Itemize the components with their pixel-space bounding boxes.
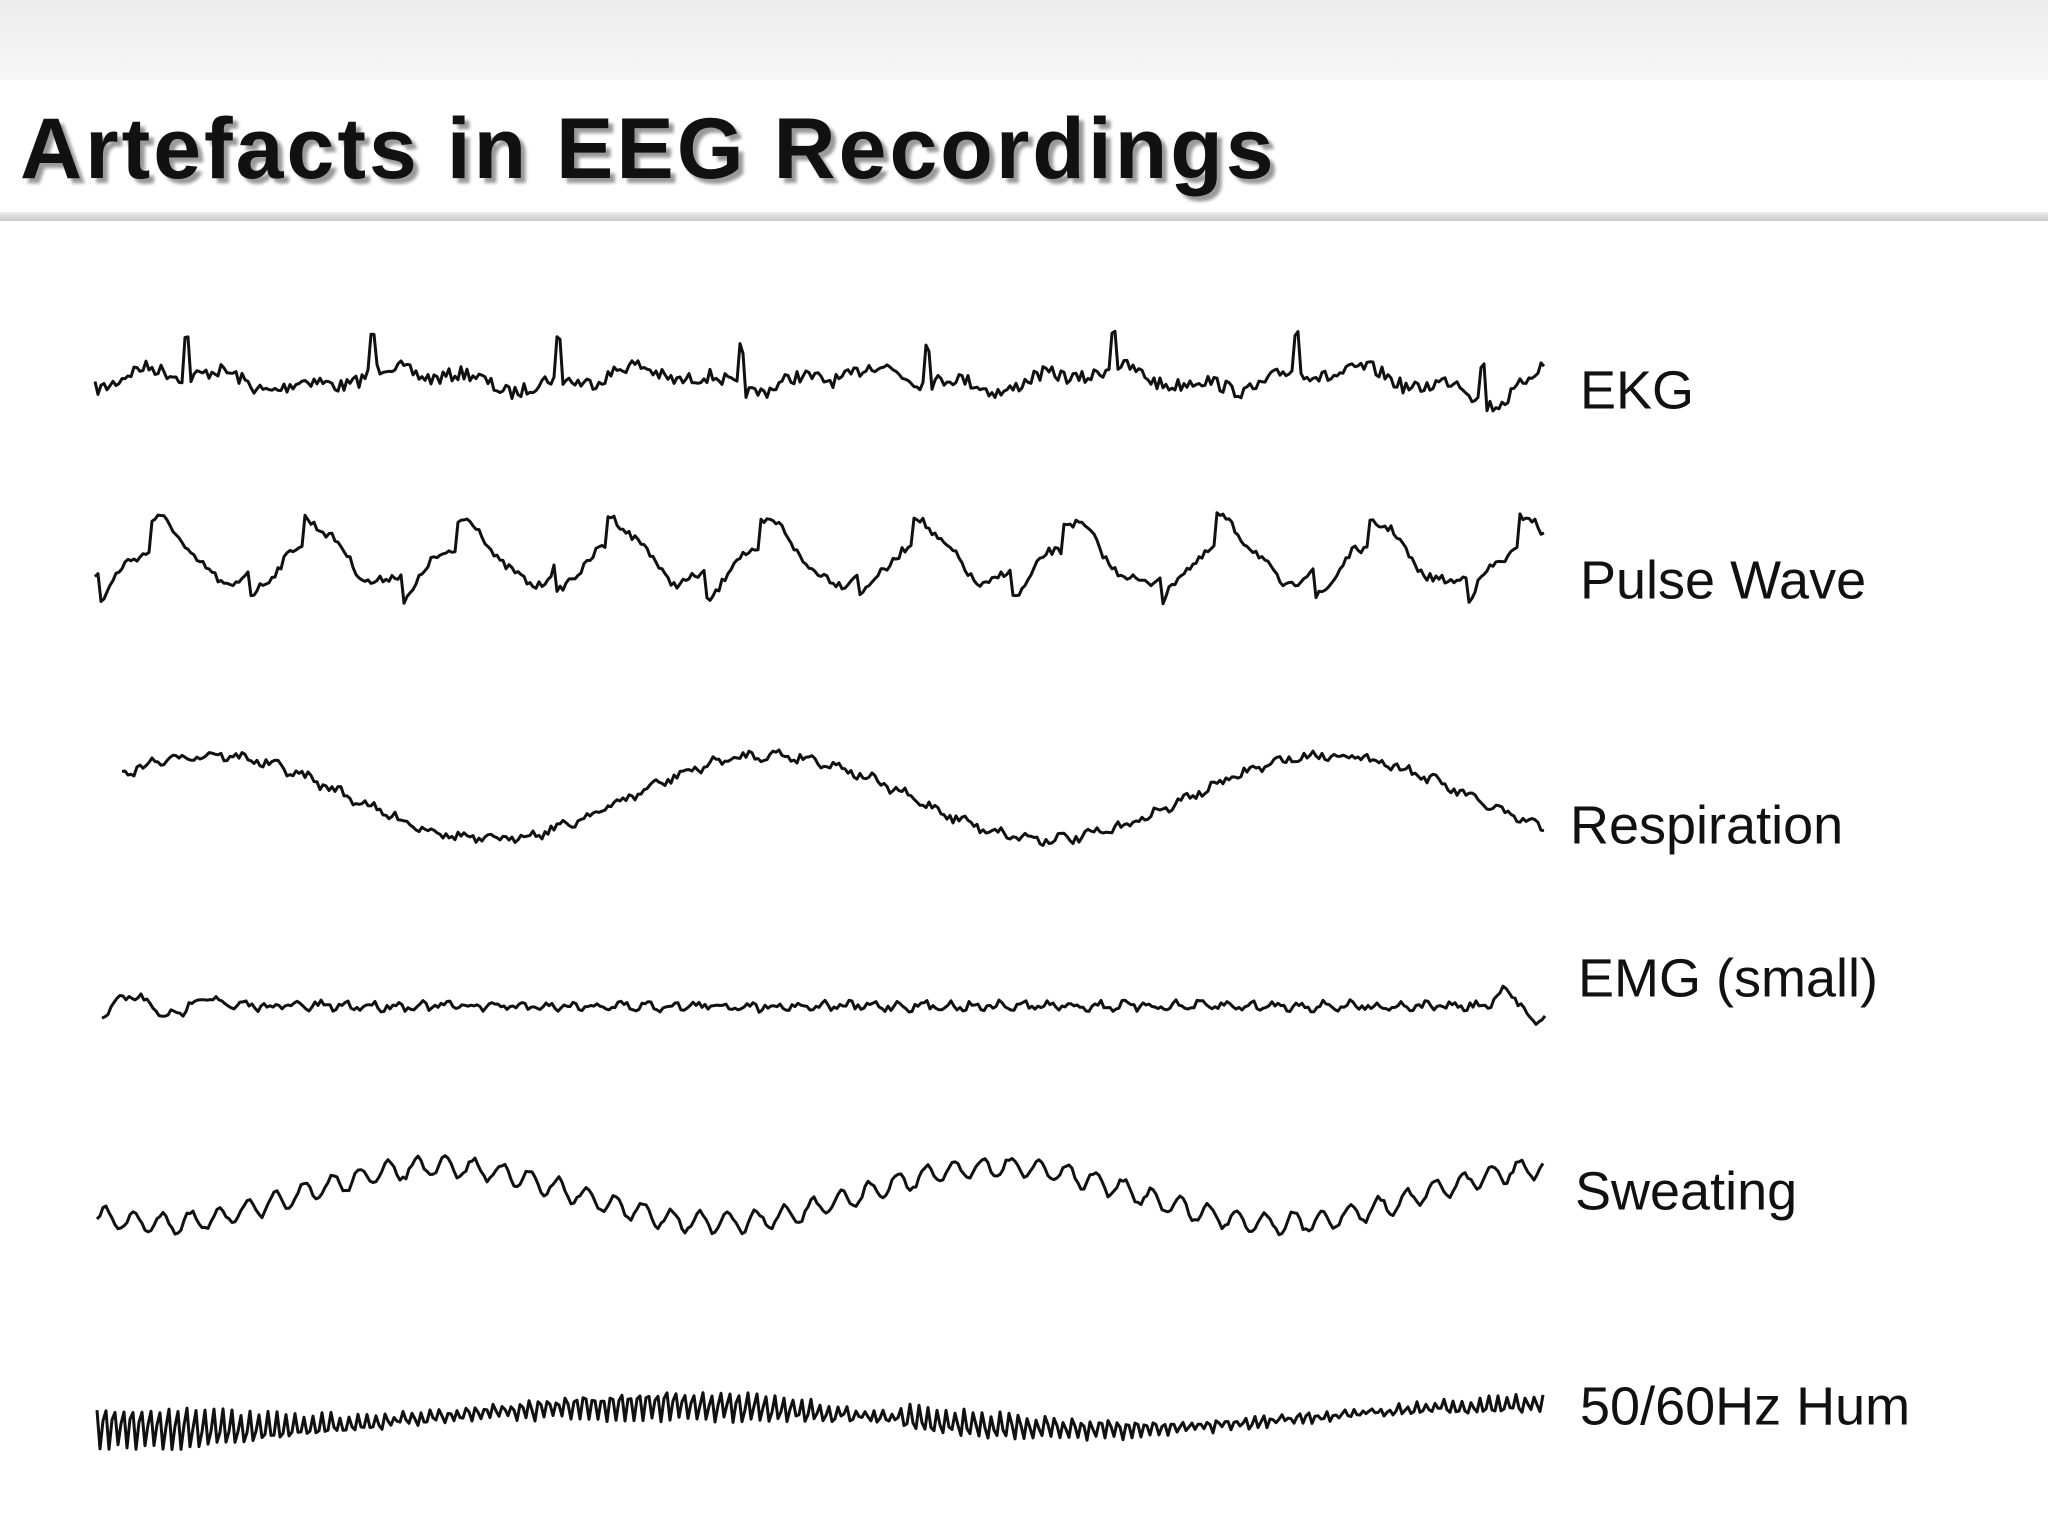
waveform	[93, 511, 1545, 606]
trace-label: Respiration	[1570, 795, 1843, 855]
trace-label: Pulse Wave	[1580, 550, 1866, 610]
trace-label: EKG	[1580, 360, 1694, 420]
title-rule	[0, 212, 2048, 221]
top-band	[0, 0, 2048, 80]
trace-label: EMG (small)	[1578, 948, 1878, 1008]
waveform	[95, 1391, 1545, 1451]
waveform	[121, 748, 1545, 847]
trace-label: Sweating	[1575, 1161, 1797, 1221]
waveform	[95, 1154, 1545, 1237]
waveform	[93, 329, 1546, 413]
trace-label: 50/60Hz Hum	[1580, 1376, 1910, 1436]
waveform	[101, 984, 1547, 1026]
slide-title: Artefacts in EEG Recordings	[20, 101, 1277, 197]
